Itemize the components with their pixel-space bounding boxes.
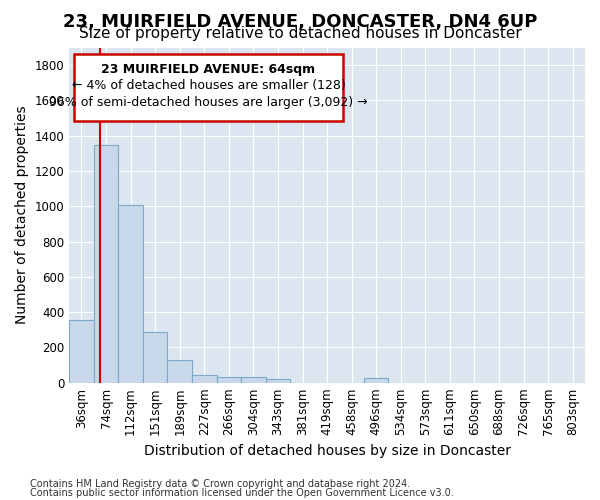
Bar (167, 360, 192, 382)
FancyBboxPatch shape (74, 54, 343, 121)
X-axis label: Distribution of detached houses by size in Doncaster: Distribution of detached houses by size … (143, 444, 511, 458)
Text: Size of property relative to detached houses in Doncaster: Size of property relative to detached ho… (79, 26, 521, 41)
Text: 23 MUIRFIELD AVENUE: 64sqm: 23 MUIRFIELD AVENUE: 64sqm (101, 62, 316, 76)
Bar (143, 332, 167, 382)
Text: Contains public sector information licensed under the Open Government Licence v3: Contains public sector information licen… (30, 488, 454, 498)
Text: 96% of semi-detached houses are larger (3,092) →: 96% of semi-detached houses are larger (… (49, 96, 368, 109)
Y-axis label: Number of detached properties: Number of detached properties (15, 106, 29, 324)
Bar (241, 376, 266, 382)
Bar (94, 144, 118, 382)
Bar (69, 320, 94, 382)
Bar (266, 379, 290, 382)
Bar (118, 204, 143, 382)
Bar (364, 378, 388, 382)
Text: Contains HM Land Registry data © Crown copyright and database right 2024.: Contains HM Land Registry data © Crown c… (30, 479, 410, 489)
Bar (192, 374, 217, 382)
Bar (217, 376, 241, 382)
Text: ← 4% of detached houses are smaller (128): ← 4% of detached houses are smaller (128… (71, 80, 346, 92)
Text: 23, MUIRFIELD AVENUE, DONCASTER, DN4 6UP: 23, MUIRFIELD AVENUE, DONCASTER, DN4 6UP (63, 12, 537, 30)
